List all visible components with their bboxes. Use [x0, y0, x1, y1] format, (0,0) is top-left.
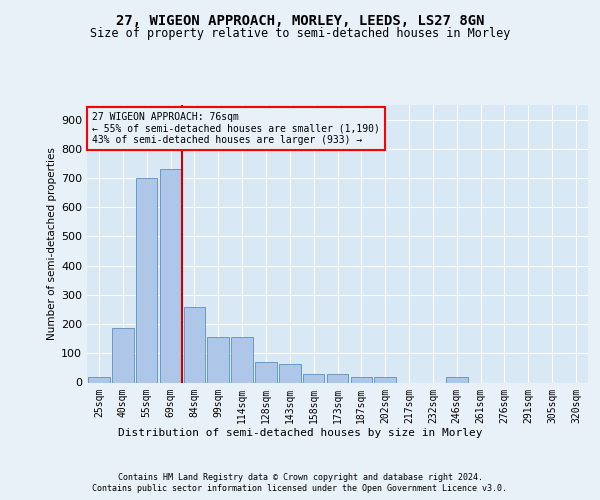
Bar: [279, 364, 301, 382]
Bar: [232, 337, 253, 382]
Text: Distribution of semi-detached houses by size in Morley: Distribution of semi-detached houses by …: [118, 428, 482, 438]
Text: 27 WIGEON APPROACH: 76sqm
← 55% of semi-detached houses are smaller (1,190)
43% : 27 WIGEON APPROACH: 76sqm ← 55% of semi-…: [92, 112, 380, 145]
Text: Contains HM Land Registry data © Crown copyright and database right 2024.: Contains HM Land Registry data © Crown c…: [118, 472, 482, 482]
Y-axis label: Number of semi-detached properties: Number of semi-detached properties: [47, 148, 57, 340]
Text: Size of property relative to semi-detached houses in Morley: Size of property relative to semi-detach…: [90, 28, 510, 40]
Bar: [88, 376, 110, 382]
Text: Contains public sector information licensed under the Open Government Licence v3: Contains public sector information licen…: [92, 484, 508, 493]
Bar: [112, 328, 134, 382]
Text: 27, WIGEON APPROACH, MORLEY, LEEDS, LS27 8GN: 27, WIGEON APPROACH, MORLEY, LEEDS, LS27…: [116, 14, 484, 28]
Bar: [374, 376, 396, 382]
Bar: [208, 337, 229, 382]
Bar: [327, 374, 348, 382]
Bar: [303, 374, 325, 382]
Bar: [160, 170, 181, 382]
Bar: [136, 178, 157, 382]
Bar: [350, 376, 372, 382]
Bar: [184, 306, 205, 382]
Bar: [446, 376, 467, 382]
Bar: [255, 362, 277, 382]
